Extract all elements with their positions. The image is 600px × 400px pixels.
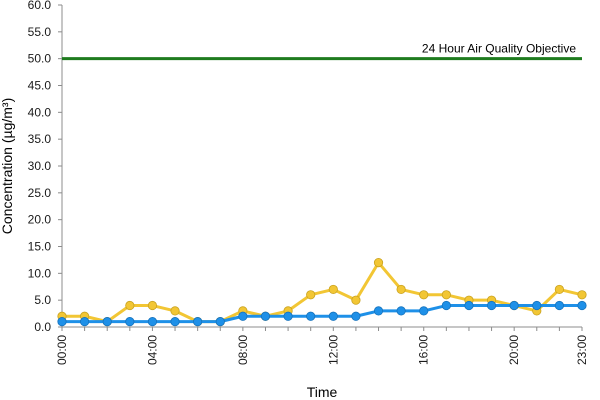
y-tick-label: 45.0 xyxy=(28,79,52,93)
series-1-point xyxy=(577,290,587,300)
y-tick-label: 50.0 xyxy=(28,52,52,66)
objective-label: 24 Hour Air Quality Objective xyxy=(422,42,576,56)
series-1-point xyxy=(554,284,564,295)
series-2-point xyxy=(509,300,519,311)
series-2-point xyxy=(486,300,497,311)
x-tick-label: 04:00 xyxy=(145,335,159,365)
series-2-point xyxy=(125,317,135,327)
y-tick-label: 0.0 xyxy=(34,320,51,334)
series-2-point xyxy=(193,317,203,327)
series-1-point xyxy=(328,284,338,295)
y-tick-label: 5.0 xyxy=(34,293,51,307)
series-2-point xyxy=(238,311,248,321)
y-axis-ticks: 0.0 5.0 10.0 15.0 20.0 25.0 30.0 35.0 40.0 45.0 50… xyxy=(28,0,62,334)
series-2-point xyxy=(306,311,316,321)
y-tick-label: 25.0 xyxy=(28,186,52,200)
series-2-point xyxy=(554,300,564,311)
series-2-point xyxy=(80,317,90,327)
series-2-point xyxy=(260,311,271,321)
series-2-point xyxy=(102,317,112,327)
series-2-point xyxy=(441,300,451,311)
reference-line-group: 24 Hour Air Quality Objective xyxy=(62,42,582,61)
x-tick-label: 20:00 xyxy=(507,335,521,365)
y-tick-label: 60.0 xyxy=(28,0,52,12)
y-tick-label: 30.0 xyxy=(28,159,52,173)
y-tick-label: 15.0 xyxy=(28,240,52,254)
x-axis-title: Time xyxy=(307,384,338,400)
series-group xyxy=(57,257,587,327)
y-tick-label: 20.0 xyxy=(28,213,52,227)
series-2 xyxy=(57,300,587,327)
series-2-point xyxy=(170,317,180,327)
series-2-point xyxy=(57,317,67,327)
series-2-line xyxy=(62,304,582,324)
series-2-point xyxy=(215,317,225,327)
series-2-point xyxy=(532,300,542,311)
y-tick-label: 55.0 xyxy=(28,25,52,39)
x-tick-label: 08:00 xyxy=(236,335,250,365)
series-1-point xyxy=(373,257,384,268)
series-1-point xyxy=(125,300,135,311)
series-2-point xyxy=(419,306,429,316)
series-2-point xyxy=(396,306,406,316)
x-tick-label: 23:00 xyxy=(575,335,589,365)
series-2-point xyxy=(328,311,338,321)
series-2-point xyxy=(283,311,293,321)
series-1-point xyxy=(419,290,429,300)
y-tick-label: 10.0 xyxy=(28,266,52,280)
x-axis-ticks: 00:00 04:00 08:00 12:00 16:00 20:00 23:00 xyxy=(55,327,589,365)
series-2-point xyxy=(577,300,587,311)
x-tick-label: 16:00 xyxy=(417,335,431,365)
x-tick-label: 00:00 xyxy=(55,335,69,365)
series-1-point xyxy=(147,300,158,311)
series-1-point xyxy=(351,295,361,305)
x-tick-label: 12:00 xyxy=(326,335,340,365)
y-tick-label: 35.0 xyxy=(28,132,52,146)
y-tick-label: 40.0 xyxy=(28,105,52,119)
y-axis-title: Concentration (µg/m³) xyxy=(0,98,15,234)
series-1-point xyxy=(306,290,316,300)
series-2-point xyxy=(373,306,384,316)
series-2-point xyxy=(351,311,361,321)
series-1-point xyxy=(170,306,180,316)
series-1-point xyxy=(396,284,406,295)
series-1-line xyxy=(62,261,583,324)
series-2-point xyxy=(464,300,474,311)
series-2-point xyxy=(147,317,158,327)
series-1-point xyxy=(441,290,451,300)
